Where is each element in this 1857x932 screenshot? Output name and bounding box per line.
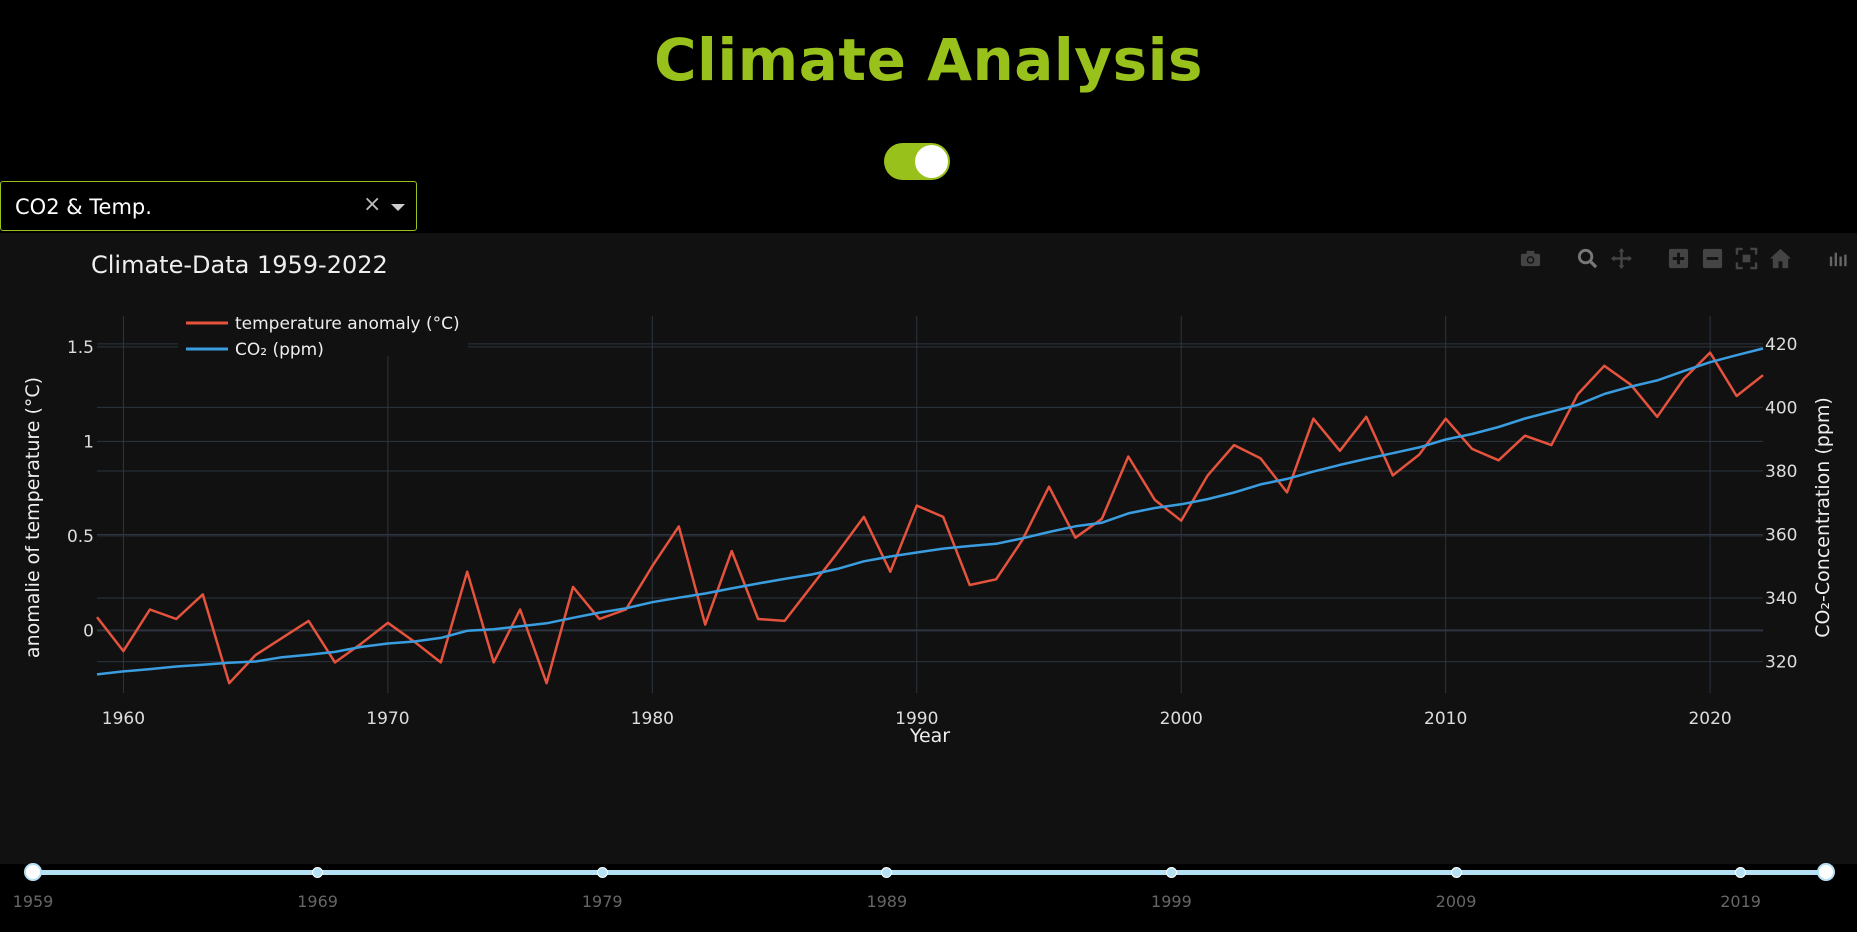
chart-title: Climate-Data 1959-2022	[91, 251, 388, 279]
legend-label: CO₂ (ppm)	[235, 340, 324, 360]
x-tick-label: 1980	[631, 709, 674, 729]
slider-handle-start[interactable]	[24, 863, 42, 881]
chart-toggle-switch[interactable]	[884, 143, 950, 180]
y-tick-label: 0.5	[67, 527, 94, 547]
slider-mark-dot[interactable]	[1165, 867, 1177, 878]
legend-box	[178, 296, 468, 356]
x-tick-label: 1970	[366, 709, 409, 729]
year-range-slider[interactable]	[33, 870, 1826, 875]
y2-tick-label: 400	[1765, 398, 1797, 418]
app-title: Climate Analysis	[653, 26, 1204, 94]
y-tick-label: 1	[83, 432, 94, 452]
dropdown-selected-value: CO2 & Temp.	[15, 195, 152, 219]
pan-icon[interactable]	[1610, 247, 1633, 270]
slider-mark-label: 2009	[1435, 892, 1477, 911]
modebar	[1519, 247, 1849, 270]
slider-mark-dot[interactable]	[312, 867, 324, 878]
x-tick-label: 1990	[895, 709, 938, 729]
zoom-in-icon[interactable]	[1667, 247, 1690, 270]
slider-mark-label: 1969	[297, 892, 338, 911]
clear-icon[interactable]: ×	[363, 192, 382, 217]
series-line-co2	[96, 347, 1764, 676]
slider-mark-dot[interactable]	[881, 867, 893, 878]
chart: 1960 1970 1980 1990 2000 2010 2020 0 0.5 1 1.5 320 3…	[22, 251, 1834, 747]
y2-tick-label: 380	[1765, 462, 1797, 482]
zoom-icon[interactable]	[1576, 247, 1599, 270]
slider-handle-end[interactable]	[1817, 863, 1835, 881]
slider-mark-label: 1959	[12, 892, 54, 911]
y-tick-label: 0	[83, 621, 94, 641]
y-tick-label: 1.5	[67, 338, 94, 358]
y2-tick-label: 360	[1765, 526, 1797, 546]
y2-axis-title: CO₂-Concentration (ppm)	[1812, 397, 1834, 638]
legend-label: temperature anomaly (°C)	[235, 314, 460, 334]
x-tick-label: 2020	[1688, 709, 1731, 729]
slider-mark-dot[interactable]	[1735, 867, 1747, 878]
reset-axes-icon[interactable]	[1769, 247, 1792, 270]
camera-icon[interactable]	[1519, 247, 1542, 270]
zoom-out-icon[interactable]	[1701, 247, 1724, 270]
series-line-temperature	[96, 351, 1764, 685]
slider-mark-label: 1999	[1151, 892, 1192, 911]
slider-mark-label: 1989	[866, 892, 908, 911]
slider-mark-dot[interactable]	[1450, 867, 1462, 878]
autoscale-icon[interactable]	[1735, 247, 1758, 270]
x-tick-label: 2010	[1424, 709, 1467, 729]
chart-container: 1960 1970 1980 1990 2000 2010 2020 0 0.5 1 1.5 320 3…	[0, 233, 1857, 864]
slider-mark-label: 1979	[581, 892, 623, 911]
dataset-dropdown[interactable]: CO2 & Temp. ×	[0, 181, 417, 231]
slider-mark-label: 2019	[1720, 892, 1761, 911]
y2-tick-label: 340	[1765, 589, 1797, 609]
y-axis-title: anomalie of temperature (°C)	[22, 377, 44, 658]
y2-tick-label: 420	[1765, 335, 1797, 355]
chevron-down-icon[interactable]	[391, 204, 405, 211]
y2-tick-label: 320	[1765, 653, 1797, 673]
slider-mark-dot[interactable]	[596, 867, 608, 878]
x-tick-label: 1960	[102, 709, 145, 729]
toggle-knob	[915, 145, 948, 178]
x-axis-title: Year	[909, 725, 950, 747]
x-tick-label: 2000	[1160, 709, 1203, 729]
plotly-logo-icon[interactable]	[1826, 247, 1849, 270]
